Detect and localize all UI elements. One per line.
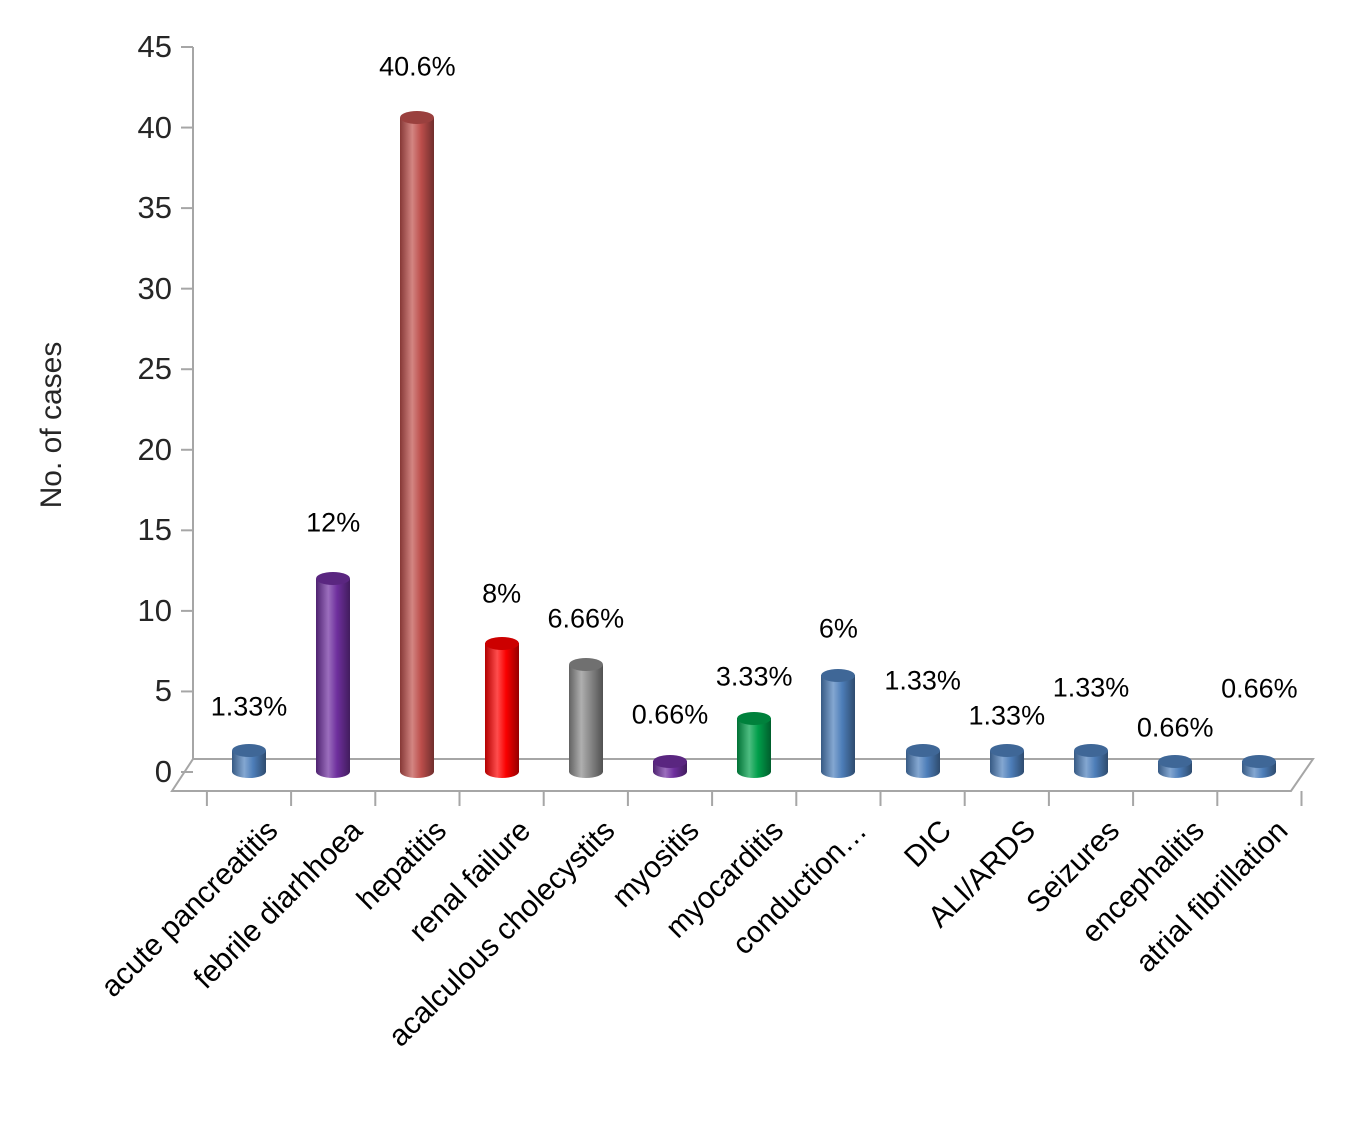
y-axis-title: No. of cases: [35, 341, 68, 509]
cylinder-top: [653, 754, 687, 768]
cylinder-top: [989, 744, 1024, 758]
cylinder-top: [568, 658, 603, 672]
bar-acalculous-cholecystits: [568, 658, 603, 779]
cylinder-top: [1158, 754, 1193, 768]
cylinder-bottom: [1242, 765, 1277, 779]
bar-renal-failure: [484, 636, 519, 779]
x-tick-marks: [205, 791, 1303, 806]
bar-hepatitis: [400, 111, 435, 779]
cylinder-top: [737, 711, 772, 725]
cylinder-bottom: [1074, 765, 1108, 779]
cylinder-top: [232, 744, 266, 758]
cylinder-top: [316, 572, 351, 586]
bar-acute-pancreatitis: [232, 744, 266, 779]
cylinder-top: [905, 744, 940, 758]
cylinder-top: [821, 668, 856, 682]
cylinder-body: [316, 578, 351, 772]
data-label: 6.66%: [547, 603, 625, 634]
cylinder-top: [1242, 754, 1277, 768]
cylinder-bottom: [400, 765, 435, 779]
y-tick-label: 40: [137, 109, 172, 145]
bar-ali-ards: [989, 744, 1024, 779]
y-tick-marks: [181, 46, 193, 773]
y-tick-label: 20: [137, 431, 172, 467]
cylinder-top: [1074, 744, 1108, 758]
cylinder-bottom: [653, 765, 687, 779]
data-label: 1.33%: [968, 700, 1046, 731]
bar-atrial-fibrillation: [1242, 754, 1277, 779]
y-tick-label: 30: [137, 270, 172, 306]
y-tick-label: 45: [137, 29, 172, 64]
cylinder-body: [568, 664, 603, 772]
bar-encephalitis: [1158, 754, 1193, 779]
cylinder-bottom: [737, 765, 772, 779]
bar-febrile-diarhhoea: [316, 572, 351, 779]
y-tick-label: 35: [137, 190, 172, 226]
cylinder-bottom: [905, 765, 940, 779]
y-tick-label: 25: [137, 351, 172, 387]
y-tick-label: 0: [154, 754, 172, 789]
data-label: 0.66%: [1136, 712, 1214, 743]
y-tick-label: 15: [137, 512, 172, 548]
data-label: 3.33%: [715, 661, 793, 692]
data-label: 0.66%: [631, 699, 709, 730]
data-label: 0.66%: [1221, 673, 1298, 704]
bar-seizures: [1074, 744, 1108, 779]
cylinder-top: [400, 111, 435, 125]
cylinder-bottom: [232, 765, 266, 779]
bar-myositis: [653, 754, 687, 779]
bar-conduction: [821, 668, 856, 779]
cylinder-body: [484, 643, 519, 772]
y-tick-label: 5: [154, 673, 172, 709]
data-label: 6%: [818, 613, 858, 644]
cylinder-bottom: [316, 765, 351, 779]
data-label: 1.33%: [210, 691, 288, 722]
cylinder-bottom: [1158, 765, 1193, 779]
bar-myocarditis: [737, 711, 772, 779]
data-label: 12%: [306, 507, 361, 538]
cylinder-bottom: [989, 765, 1024, 779]
cylinder-bottom: [568, 765, 603, 779]
y-tick-label: 10: [137, 592, 172, 628]
cylinder-bottom: [484, 765, 519, 779]
cylinder-bottom: [821, 765, 856, 779]
data-label: 1.33%: [1052, 672, 1130, 703]
data-label: 40.6%: [379, 51, 456, 82]
data-label: 1.33%: [884, 665, 961, 696]
bar-dic: [905, 744, 940, 779]
cylinder-body: [737, 718, 772, 772]
cylinder-body: [400, 117, 435, 772]
cylinder-top: [484, 636, 519, 650]
data-label: 8%: [482, 578, 522, 609]
cylinder-body: [821, 675, 856, 772]
